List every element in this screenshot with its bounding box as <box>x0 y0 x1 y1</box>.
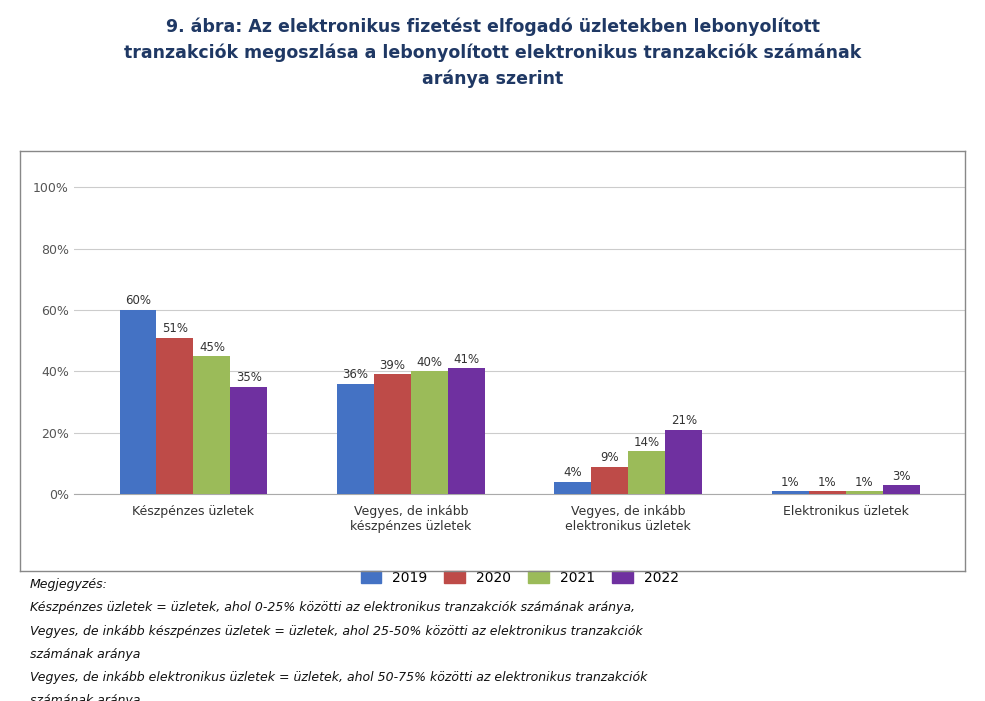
Text: 1%: 1% <box>781 476 800 489</box>
Text: Megjegyzés:: Megjegyzés: <box>30 578 107 592</box>
Text: Vegyes, de inkább elektronikus üzletek = üzletek, ahol 50-75% közötti az elektro: Vegyes, de inkább elektronikus üzletek =… <box>30 671 647 684</box>
Text: 36%: 36% <box>343 368 368 381</box>
Text: 1%: 1% <box>818 476 836 489</box>
Text: 40%: 40% <box>417 356 442 369</box>
Text: számának aránya: számának aránya <box>30 648 140 661</box>
Bar <box>555 482 591 494</box>
Bar <box>374 374 411 494</box>
Text: 21%: 21% <box>671 414 696 427</box>
Bar <box>193 356 230 494</box>
Text: Vegyes, de inkább készpénzes üzletek = üzletek, ahol 25-50% közötti az elektroni: Vegyes, de inkább készpénzes üzletek = ü… <box>30 625 642 638</box>
Text: 9%: 9% <box>601 451 620 464</box>
Bar <box>411 372 448 494</box>
Legend: 2019, 2020, 2021, 2022: 2019, 2020, 2021, 2022 <box>355 565 685 590</box>
Text: 41%: 41% <box>453 353 480 366</box>
Text: 51%: 51% <box>162 322 188 335</box>
Text: 3%: 3% <box>891 470 910 482</box>
Bar <box>591 467 628 494</box>
Text: Készpénzes üzletek = üzletek, ahol 0-25% közötti az elektronikus tranzakciók szá: Készpénzes üzletek = üzletek, ahol 0-25%… <box>30 601 634 615</box>
Text: 14%: 14% <box>633 436 660 449</box>
Bar <box>665 430 702 494</box>
Bar <box>448 368 485 494</box>
Text: 60%: 60% <box>125 294 151 308</box>
Bar <box>230 387 267 494</box>
Text: számának aránya: számának aránya <box>30 694 140 701</box>
Text: 1%: 1% <box>855 476 874 489</box>
Text: 45%: 45% <box>199 341 225 353</box>
Bar <box>628 451 665 494</box>
Bar <box>337 383 374 494</box>
Bar <box>846 491 883 494</box>
Bar <box>809 491 846 494</box>
Bar <box>157 338 193 494</box>
Text: 39%: 39% <box>379 359 406 372</box>
Text: 9. ábra: Az elektronikus fizetést elfogadó üzletekben lebonyolított
tranzakciók : 9. ábra: Az elektronikus fizetést elfoga… <box>124 18 861 88</box>
Bar <box>883 485 920 494</box>
Bar <box>772 491 809 494</box>
Text: 4%: 4% <box>563 466 582 479</box>
Bar <box>119 310 157 494</box>
Text: 35%: 35% <box>236 372 262 384</box>
